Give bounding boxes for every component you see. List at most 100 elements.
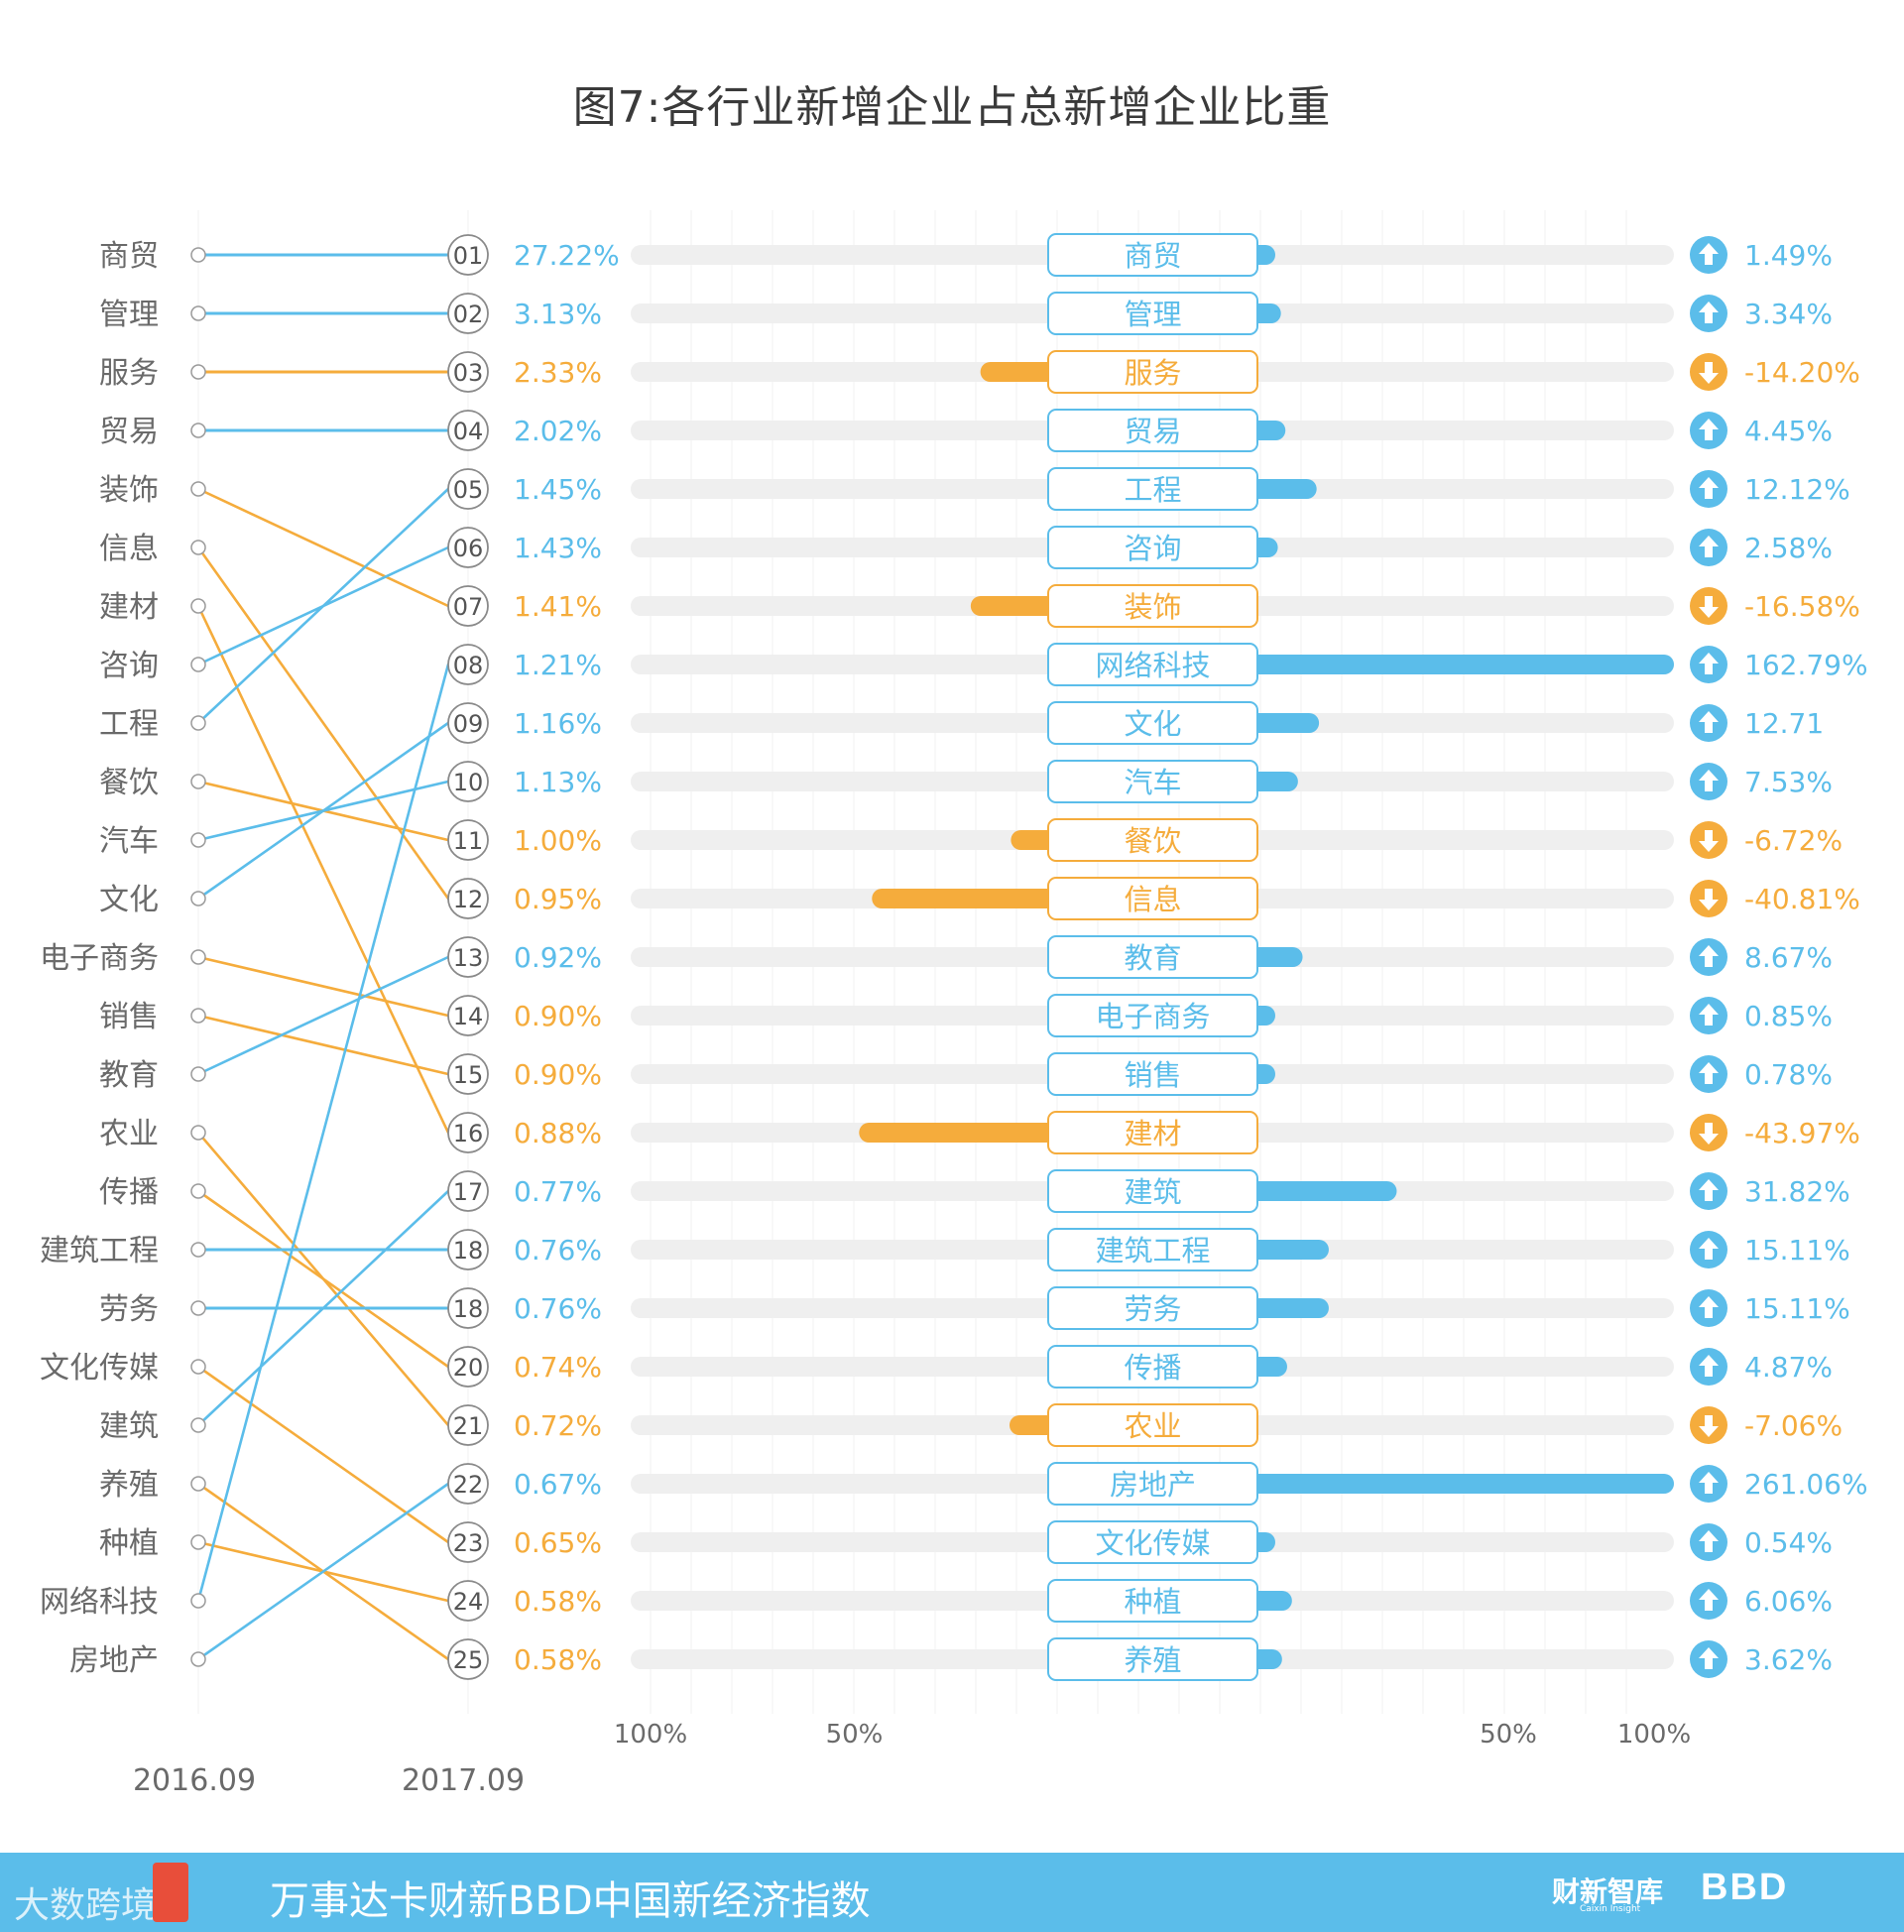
rank-circle — [447, 819, 489, 861]
dot-2016 — [190, 423, 206, 438]
footer-banner: 大数跨境 万事达卡财新BBD中国新经济指数 财新智库 Caixin Insigh… — [0, 1853, 1904, 1932]
industry-name-2016: 服务 — [99, 356, 159, 391]
industry-pill-label: 信息 — [1124, 883, 1181, 916]
rank-circle — [447, 585, 489, 627]
dot-2016 — [190, 657, 206, 672]
chart-title: 图7:各行业新增企业占总新增企业比重 — [572, 82, 1332, 133]
rank-circle — [447, 761, 489, 802]
rank-number: 13 — [453, 944, 484, 972]
rank-circle — [447, 1053, 489, 1095]
slope-line — [196, 1482, 450, 1661]
dot-2016 — [190, 1008, 206, 1024]
arrow-up-glyph — [1699, 1647, 1719, 1669]
dot-2016 — [190, 1183, 206, 1199]
arrow-down-glyph — [1699, 830, 1719, 852]
industry-name-2016: 管理 — [99, 298, 159, 332]
industry-pill-label: 农业 — [1124, 1409, 1181, 1443]
rank-number: 25 — [453, 1646, 484, 1674]
rank-circle — [447, 702, 489, 744]
arrow-up-glyph — [1699, 711, 1719, 733]
rank-circle — [447, 527, 489, 568]
rank-circle — [447, 1346, 489, 1388]
change-label: 261.06% — [1744, 1468, 1868, 1501]
change-label: 0.85% — [1744, 1000, 1833, 1032]
rank-number: 16 — [453, 1120, 484, 1147]
dot-2016 — [190, 1417, 206, 1433]
arrow-up-glyph — [1699, 1238, 1719, 1260]
industry-name-2016: 建材 — [99, 590, 159, 625]
caixin-insight-logo-sub: Caixin Insight — [1580, 1904, 1641, 1914]
rank-number: 09 — [453, 710, 484, 738]
rank-circle — [447, 1638, 489, 1680]
industry-pill — [1047, 877, 1258, 920]
industry-name-2016: 汽车 — [99, 824, 159, 859]
rank-circle — [447, 1463, 489, 1505]
industry-pill — [1047, 994, 1258, 1037]
rank-number: 08 — [453, 652, 484, 679]
industry-pill — [1047, 292, 1258, 335]
industry-pill-label: 贸易 — [1124, 415, 1181, 448]
dot-2016 — [190, 715, 206, 731]
dot-2016 — [190, 247, 206, 263]
rank-number: 18 — [453, 1295, 484, 1323]
rank-circle — [447, 644, 489, 685]
rank-number: 23 — [453, 1529, 484, 1557]
industry-pill-label: 教育 — [1124, 941, 1181, 975]
industry-pill-label: 装饰 — [1124, 590, 1181, 624]
industry-name-2016: 网络科技 — [40, 1585, 159, 1620]
industry-names-2016: 商贸管理服务贸易装饰信息建材咨询工程餐饮汽车文化电子商务销售教育农业传播建筑工程… — [40, 239, 206, 1678]
share-label: 0.90% — [514, 1058, 602, 1091]
dot-2016 — [190, 774, 206, 789]
dot-2016 — [190, 1125, 206, 1141]
share-label: 0.95% — [514, 883, 602, 915]
share-label: 1.00% — [514, 824, 602, 857]
industry-pill-label: 建筑工程 — [1095, 1234, 1210, 1268]
rank-number: 11 — [453, 827, 484, 855]
arrow-up-glyph — [1699, 1589, 1719, 1611]
industry-pill-label: 咨询 — [1124, 532, 1181, 565]
change-label: -6.72% — [1744, 824, 1843, 857]
slope-line — [196, 487, 450, 608]
industry-pill-label: 劳务 — [1124, 1292, 1181, 1326]
rank-number: 07 — [453, 593, 484, 621]
arrow-up-glyph — [1699, 536, 1719, 557]
rank-circle — [447, 1112, 489, 1153]
industry-pill — [1047, 467, 1258, 511]
change-labels: 1.49% 3.34% -14.20% 4.45% 12.12% 2.58% -16.58%… — [1744, 239, 1868, 1676]
chart-canvas: 商贸管理服务贸易装饰信息建材咨询工程餐饮汽车文化电子商务销售教育农业传播建筑工程… — [40, 210, 1868, 1798]
change-label: 12.71 — [1744, 707, 1824, 740]
industry-name-2016: 养殖 — [99, 1468, 159, 1503]
dot-2016 — [190, 598, 206, 614]
dot-2016 — [190, 364, 206, 380]
industry-pill — [1047, 643, 1258, 686]
rank-circle — [447, 410, 489, 451]
industry-pill — [1047, 584, 1258, 628]
change-label: -43.97% — [1744, 1117, 1860, 1149]
watermark-text: 大数跨境 — [14, 1885, 158, 1926]
industry-pill — [1047, 760, 1258, 803]
index-name: 万事达卡财新BBD中国新经济指数 — [270, 1878, 871, 1924]
change-label: -16.58% — [1744, 590, 1860, 623]
industry-pill — [1047, 1228, 1258, 1271]
period-labels: 2016.09 2017.09 — [133, 1763, 525, 1798]
change-label: 15.11% — [1744, 1234, 1850, 1267]
rank-circle — [447, 293, 489, 334]
dot-2016 — [190, 540, 206, 555]
industry-pill — [1047, 526, 1258, 569]
share-label: 1.13% — [514, 766, 602, 798]
share-label: 0.88% — [514, 1117, 602, 1149]
industry-pill-label: 建筑 — [1124, 1175, 1181, 1209]
industry-pill-label: 汽车 — [1124, 766, 1181, 799]
industry-pill — [1047, 1462, 1258, 1506]
arrow-up-glyph — [1699, 653, 1719, 674]
industry-pill-label: 房地产 — [1110, 1468, 1196, 1502]
share-label: 0.67% — [514, 1468, 602, 1501]
change-label: 0.78% — [1744, 1058, 1833, 1091]
change-label: 4.87% — [1744, 1351, 1833, 1384]
dot-2016 — [190, 891, 206, 906]
industry-pill-label: 传播 — [1124, 1351, 1181, 1385]
industry-pill — [1047, 1111, 1258, 1154]
industry-name-2016: 咨询 — [99, 649, 159, 683]
rank-number: 18 — [453, 1237, 484, 1265]
industry-name-2016: 工程 — [99, 707, 159, 742]
